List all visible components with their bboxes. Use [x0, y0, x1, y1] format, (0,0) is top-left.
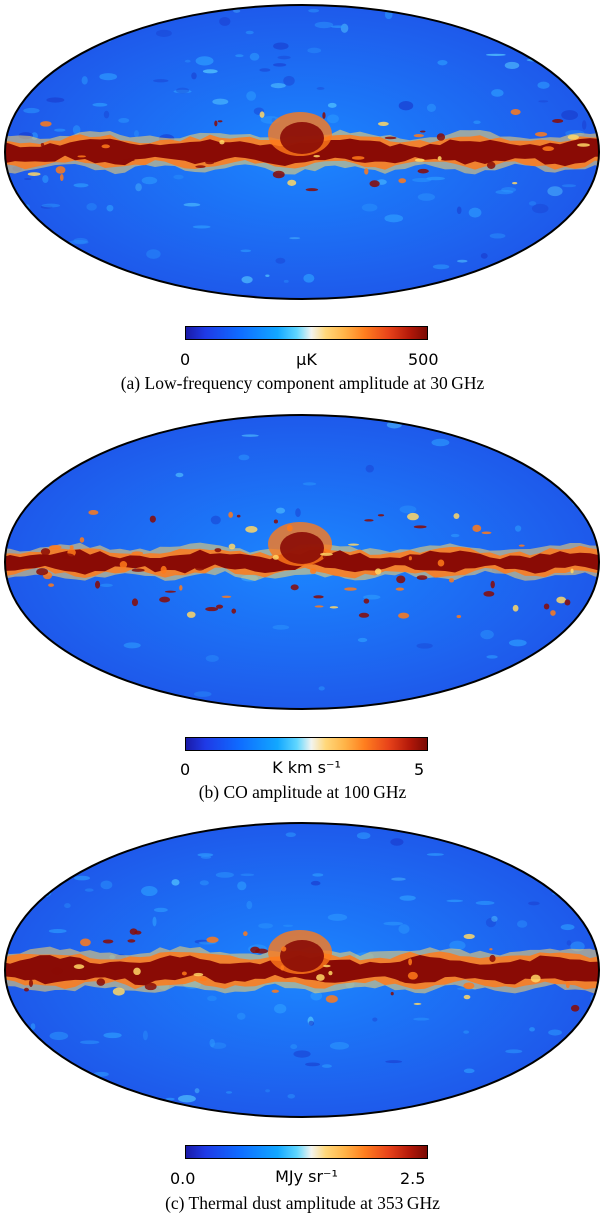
skymap-thermal-dust-353ghz [4, 822, 600, 1118]
colorbar-a [185, 326, 428, 340]
caption-c: (c) Thermal dust amplitude at 353 GHz [165, 1193, 440, 1213]
panel-a: 0 μK 500 (a) Low-frequency component amp… [0, 0, 605, 410]
panel-b: 0 K km s⁻¹ 5 (b) CO amplitude at 100 GHz [0, 410, 605, 820]
colorbar-a-max: 500 [408, 350, 439, 369]
skymap-a-content [5, 5, 599, 299]
caption-b: (b) CO amplitude at 100 GHz [198, 782, 407, 802]
colorbar-c [185, 1145, 428, 1159]
skymap-c-content [5, 823, 599, 1117]
colorbar-b-max: 5 [414, 760, 425, 779]
colorbar-c-min: 0.0 [170, 1169, 196, 1188]
colorbar-b [185, 737, 428, 751]
skymap-lowfreq-30ghz [4, 4, 600, 300]
skymap-co-100ghz [4, 414, 600, 710]
colorbar-a-unit: μK [296, 350, 317, 369]
colorbar-a-min: 0 [180, 350, 191, 369]
colorbar-c-unit: MJy sr⁻¹ [275, 1167, 338, 1186]
colorbar-b-unit: K km s⁻¹ [272, 758, 341, 777]
colorbar-b-min: 0 [180, 760, 191, 779]
caption-a: (a) Low-frequency component amplitude at… [120, 373, 485, 393]
skymap-b-content [5, 415, 599, 709]
panel-c: 0.0 MJy sr⁻¹ 2.5 (c) Thermal dust amplit… [0, 818, 605, 1229]
colorbar-c-max: 2.5 [400, 1169, 426, 1188]
